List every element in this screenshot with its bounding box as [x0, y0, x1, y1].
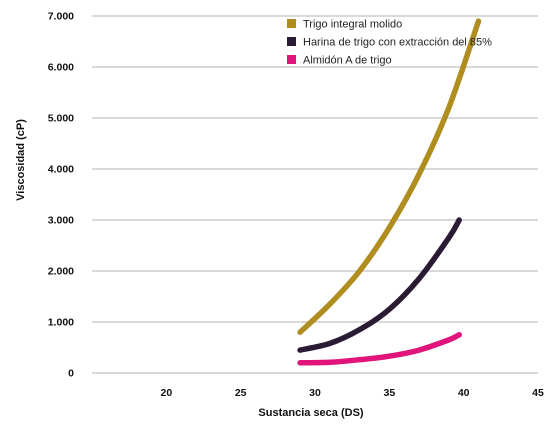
x-axis-title: Sustancia seca (DS)	[258, 407, 363, 419]
legend-label-0: Trigo integral molido	[303, 19, 402, 31]
y-tick-label: 6.000	[48, 62, 74, 74]
series-lines	[297, 18, 482, 366]
grid-lines	[92, 15, 538, 374]
y-tick-label: 1.000	[48, 317, 74, 329]
x-tick-label: 25	[235, 387, 247, 399]
x-tick-label: 45	[532, 387, 544, 399]
legend-swatch-1	[287, 37, 296, 46]
x-tick-label: 40	[458, 387, 470, 399]
legend: Trigo integral molido Harina de trigo con…	[287, 19, 492, 67]
series-line-0	[297, 18, 482, 335]
y-tick-label: 2.000	[48, 266, 74, 278]
legend-swatch-2	[287, 55, 296, 64]
series-line-2	[297, 332, 462, 366]
x-axis-tick-labels: 20 25 30 35 40 45	[160, 387, 544, 399]
x-tick-label: 35	[383, 387, 395, 399]
legend-swatch-0	[287, 19, 296, 28]
series-line-1	[297, 217, 462, 353]
x-tick-label: 30	[309, 387, 321, 399]
y-axis-tick-labels: 0 1.000 2.000 3.000 4.000 5.000 6.000 7.000	[48, 11, 74, 380]
y-axis-title: Viscosidad (cP)	[15, 119, 27, 201]
y-tick-label: 4.000	[48, 164, 74, 176]
y-tick-label: 5.000	[48, 113, 74, 125]
legend-label-1: Harina de trigo con extracción del 85%	[303, 37, 492, 49]
legend-label-2: Almidón A de trigo	[303, 55, 392, 67]
y-tick-label: 7.000	[48, 11, 74, 23]
y-tick-label: 0	[68, 368, 74, 380]
x-tick-label: 20	[160, 387, 172, 399]
y-tick-label: 3.000	[48, 215, 74, 227]
